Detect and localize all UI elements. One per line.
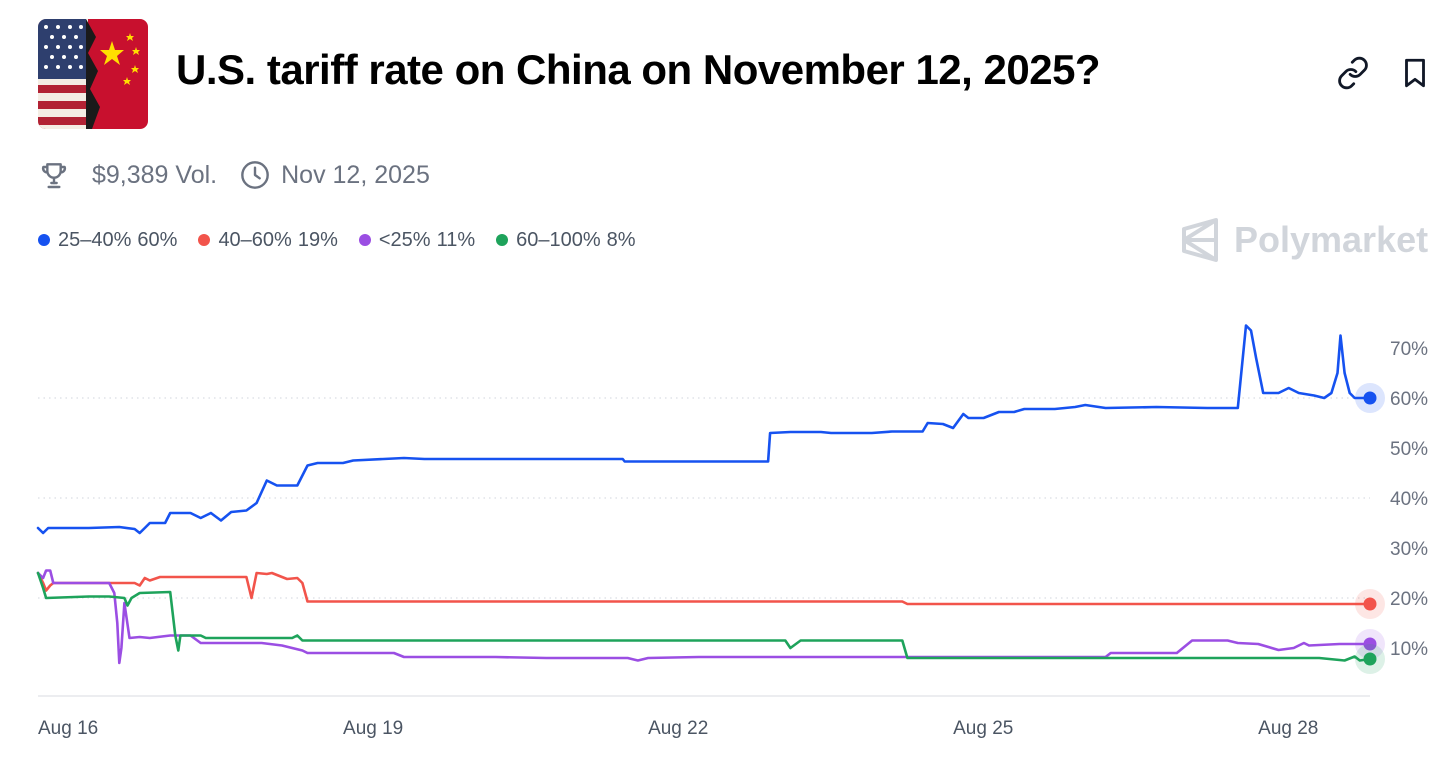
x-tick-label: Aug 16 bbox=[38, 718, 98, 739]
x-tick-label: Aug 22 bbox=[648, 718, 708, 739]
y-tick-label: 30% bbox=[1390, 539, 1428, 560]
legend-label: 25–40% bbox=[58, 228, 132, 251]
x-axis-ticks: Aug 16 Aug 19 Aug 22 Aug 25 Aug 28 bbox=[38, 718, 1318, 739]
y-tick-label: 10% bbox=[1390, 639, 1428, 660]
legend-dot bbox=[198, 234, 211, 246]
series-endpoint-dot bbox=[1363, 637, 1377, 651]
y-tick-label: 50% bbox=[1390, 439, 1428, 460]
x-tick-label: Aug 28 bbox=[1258, 718, 1318, 739]
market-thumbnail bbox=[38, 19, 148, 129]
legend-value: 8% bbox=[606, 228, 636, 251]
bookmark-icon bbox=[1405, 58, 1425, 88]
y-tick-label: 60% bbox=[1390, 389, 1428, 410]
chart-gridlines bbox=[38, 397, 1370, 599]
series-endpoint-dot bbox=[1363, 391, 1377, 405]
copy-link-button[interactable] bbox=[1336, 56, 1370, 90]
legend-value: 11% bbox=[436, 228, 476, 251]
y-tick-label: 70% bbox=[1390, 339, 1428, 360]
series-line bbox=[36, 571, 1372, 606]
series-endpoint-dot bbox=[1363, 652, 1377, 666]
legend-value: 60% bbox=[137, 228, 178, 251]
legend-dot bbox=[358, 234, 371, 246]
x-tick-label: Aug 25 bbox=[953, 718, 1013, 739]
polymarket-logo-icon bbox=[1182, 218, 1218, 262]
end-date-text: Nov 12, 2025 bbox=[281, 160, 430, 189]
series-line bbox=[36, 569, 1372, 665]
x-tick-label: Aug 19 bbox=[343, 718, 403, 739]
legend-dot bbox=[496, 234, 509, 246]
y-tick-label: 40% bbox=[1390, 489, 1428, 510]
legend-label: <25% bbox=[378, 228, 431, 251]
volume-text: $9,389 Vol. bbox=[92, 160, 218, 189]
legend-dot bbox=[38, 234, 50, 246]
chart-series bbox=[36, 324, 1372, 665]
legend-item[interactable]: <25% 11% bbox=[358, 228, 476, 252]
chart-endpoints bbox=[1355, 383, 1385, 674]
watermark-text: Polymarket bbox=[1234, 219, 1429, 260]
series-line bbox=[36, 571, 1372, 662]
chart-legend: 25–40% 60% 40–60% 19% <25% 11% 60–100% 8… bbox=[38, 226, 657, 254]
legend-item[interactable]: 60–100% 8% bbox=[496, 228, 636, 252]
us-china-flags-image bbox=[38, 19, 148, 129]
clock-icon bbox=[241, 161, 269, 189]
legend-value: 19% bbox=[297, 228, 338, 251]
series-endpoint-dot bbox=[1363, 597, 1377, 611]
legend-label: 60–100% bbox=[516, 228, 601, 251]
bookmark-button[interactable] bbox=[1398, 56, 1432, 90]
legend-label: 40–60% bbox=[218, 228, 292, 251]
y-tick-label: 20% bbox=[1390, 589, 1428, 610]
series-line bbox=[36, 324, 1372, 535]
link-icon bbox=[1338, 56, 1368, 90]
y-axis-ticks: 10% 20% 30% 40% 50% 60% 70% bbox=[1390, 339, 1428, 660]
polymarket-watermark: Polymarket bbox=[1180, 216, 1428, 264]
trophy-icon bbox=[41, 163, 67, 189]
legend-item[interactable]: 40–60% 19% bbox=[198, 228, 338, 252]
market-meta: $9,389 Vol. Nov 12, 2025 bbox=[38, 155, 430, 195]
market-title: U.S. tariff rate on China on November 12… bbox=[176, 46, 1101, 93]
legend-item[interactable]: 25–40% 60% bbox=[38, 229, 177, 252]
